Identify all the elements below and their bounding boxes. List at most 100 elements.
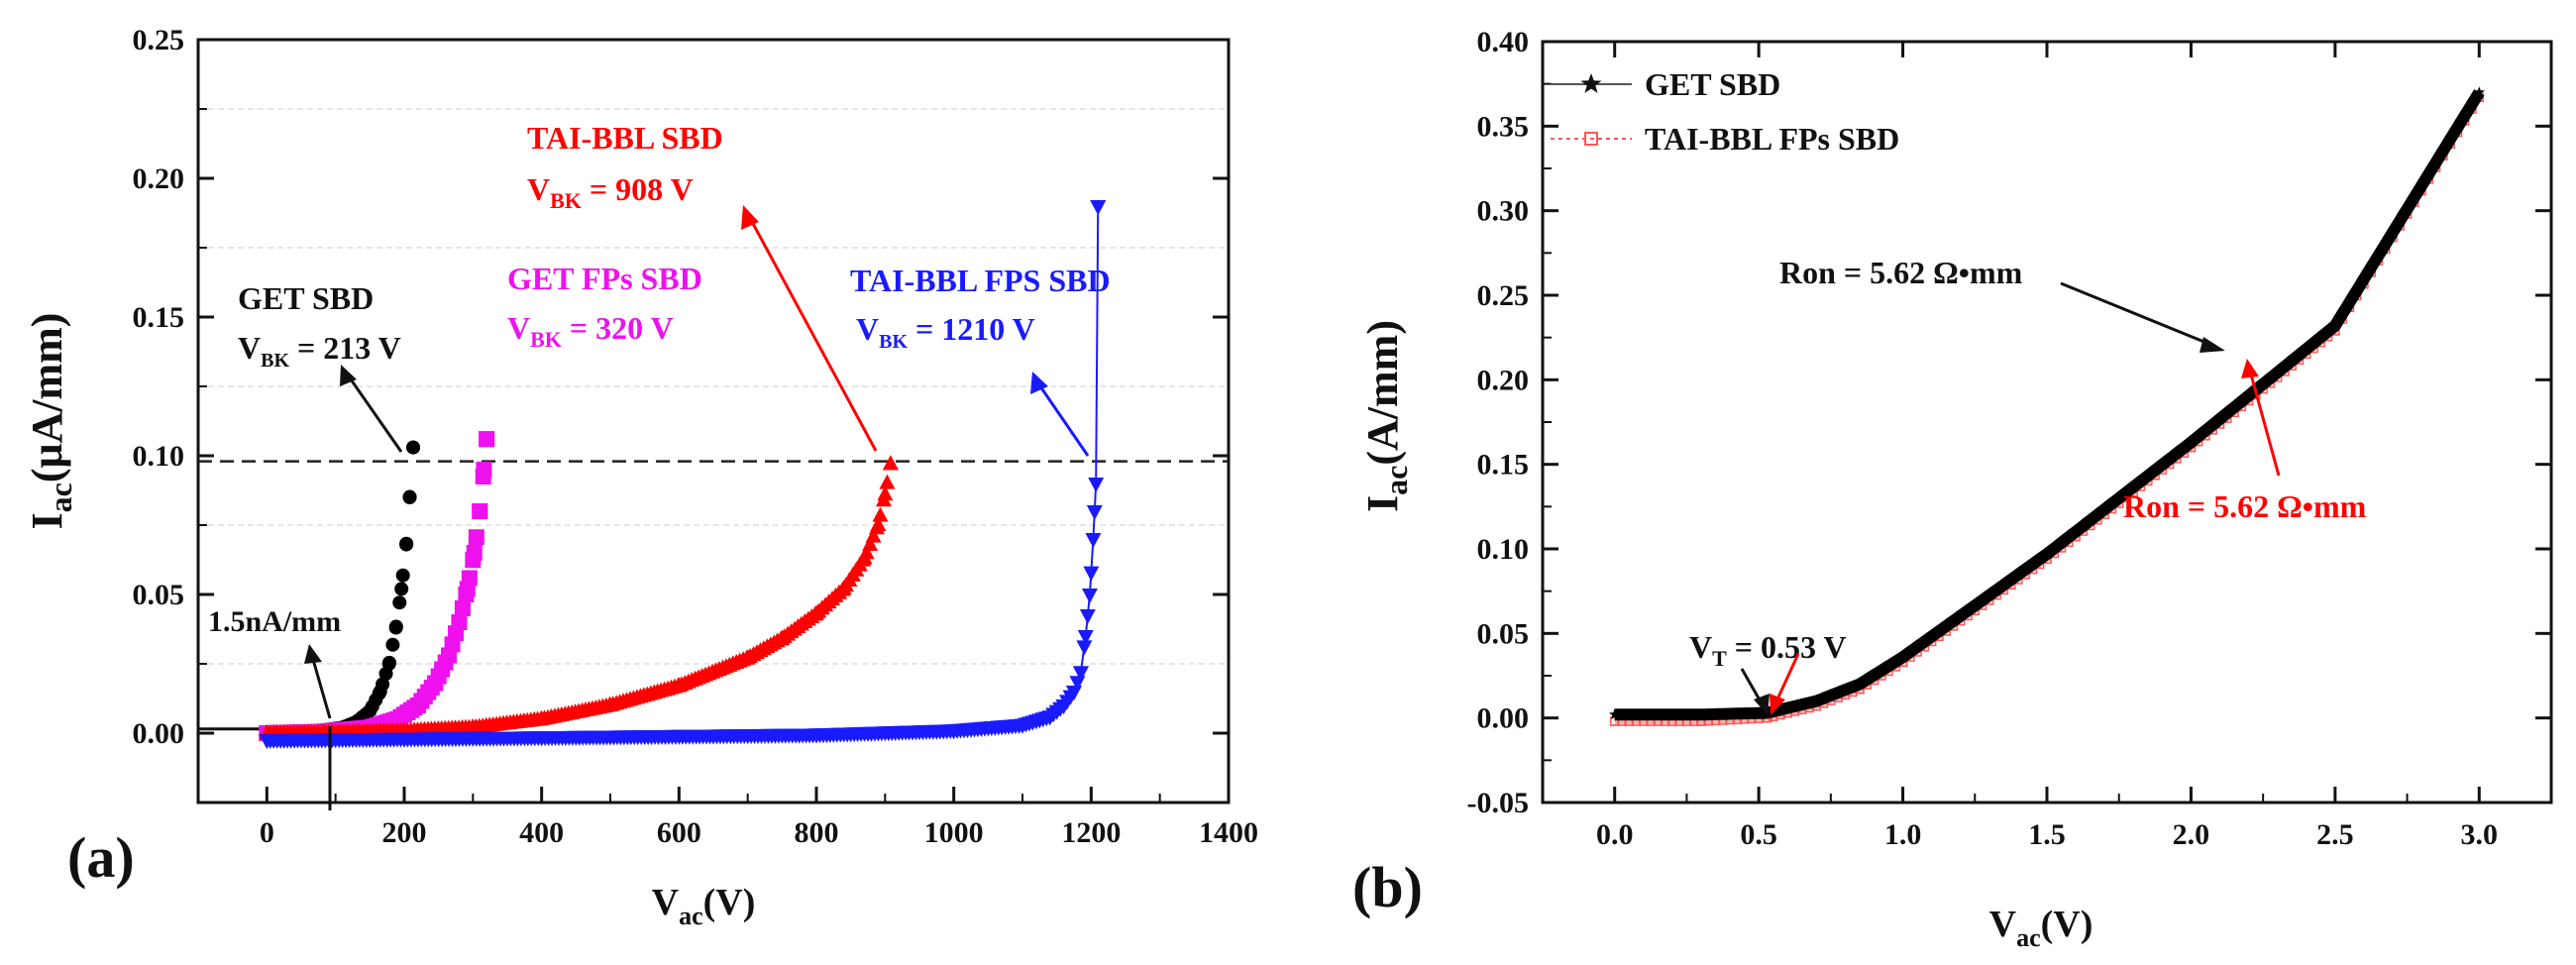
arrow-get-sbd: [347, 375, 403, 453]
x-tick-label: 600: [657, 816, 701, 849]
data-point: [1076, 640, 1093, 656]
annotation-tai-bbl-sbd-vbk: VBK = 908 V: [527, 171, 694, 213]
y-axis-label-a: Iac(μA/mm): [23, 313, 78, 530]
data-point: [1896, 651, 1909, 663]
y-tick-label: 0.20: [1477, 364, 1530, 396]
annotation-leakage-text: 1.5nA/mm: [208, 605, 341, 638]
data-point: [533, 731, 550, 747]
x-tick-label: 0.0: [1596, 818, 1634, 851]
x-tick-label: 1.5: [2028, 818, 2066, 851]
annotation-tai-bbl-fps-sbd-name: TAI-BBL FPS SBD: [850, 263, 1111, 298]
annotation-vt: VT = 0.53 V: [1689, 629, 1847, 715]
data-point: [835, 580, 852, 595]
panel-label-b: (b): [1352, 855, 1423, 919]
data-point: [1085, 533, 1102, 548]
data-point: [465, 718, 482, 734]
arrow-get-sbd-head: [340, 365, 357, 386]
data-point: [385, 637, 400, 652]
data-point: [451, 614, 468, 630]
data-point: [406, 440, 421, 455]
y-tick-label: 0.35: [1477, 110, 1530, 143]
data-point: [872, 506, 889, 522]
data-point: [2041, 548, 2053, 559]
y-tick-label: 0.25: [1477, 279, 1530, 312]
annotation-ron-black: Ron = 5.62 Ω•mm: [1779, 255, 2225, 353]
data-point: [459, 581, 476, 597]
y-tick-label: 0.05: [1477, 617, 1530, 650]
y-axis-label-b: Iac(A/mm): [1358, 320, 1414, 512]
data-point: [1072, 666, 1089, 682]
data-point: [394, 582, 409, 596]
data-point: [399, 537, 414, 552]
data-point: [472, 503, 488, 519]
annotation-tai-bbl-sbd-name: TAI-BBL SBD: [527, 120, 723, 156]
data-point: [879, 474, 896, 489]
data-point: [1088, 478, 1105, 492]
gridlines-a: [198, 108, 1229, 665]
legend-b: GET SBD TAI-BBL FPs SBD: [1551, 66, 1899, 157]
y-tick-label: 0.00: [1477, 702, 1530, 735]
data-point: [441, 647, 458, 664]
annotation-tai-bbl-fps-sbd: TAI-BBL FPS SBD VBK = 1210 V: [850, 263, 1111, 457]
legend-label-tai-bbl-fps-sbd: TAI-BBL FPs SBD: [1645, 121, 1899, 157]
data-point: [808, 728, 824, 744]
annotation-tai-bbl-fps-sbd-vbk: VBK = 1210 V: [856, 311, 1035, 353]
data-point: [259, 734, 275, 749]
data-point: [865, 527, 882, 543]
x-tick-label: 3.0: [2461, 818, 2499, 851]
arrow-tai-bbl-sbd-head: [741, 205, 759, 230]
arrow-vt-red-head: [1770, 694, 1785, 715]
arrow-leakage: [310, 655, 332, 719]
data-point: [468, 529, 484, 546]
ticks-a: 0.00 0.05 0.10 0.15 0.20 0.25 0 200 400 600 800 100…: [133, 24, 1259, 849]
data-point: [1055, 699, 1072, 714]
data-point: [392, 595, 407, 610]
data-point: [1081, 589, 1098, 603]
arrow-tai-bbl-fps-sbd-head: [1030, 372, 1048, 394]
data-point: [409, 697, 426, 713]
data-point: [882, 455, 899, 471]
y-tick-label: 0.25: [133, 24, 185, 56]
annotation-ron-black-text: Ron = 5.62 Ω•mm: [1779, 255, 2023, 290]
y-tick-label: 0.05: [133, 579, 185, 611]
data-point: [381, 657, 396, 671]
arrow-ron-red-head: [2241, 359, 2259, 378]
x-axis-label-b: Vac(V): [1989, 904, 2093, 952]
x-tick-label: 1400: [1199, 816, 1258, 849]
data-point: [388, 620, 403, 635]
y-tick-label: 0.40: [1477, 26, 1530, 58]
series-a: [198, 200, 1229, 749]
annotation-leakage: 1.5nA/mm: [208, 605, 341, 810]
x-tick-label: 800: [795, 816, 839, 849]
x-tick-label: 1200: [1061, 816, 1121, 849]
series-line: [1612, 89, 2485, 721]
data-point: [1015, 718, 1030, 734]
data-point: [479, 431, 495, 448]
arrow-ron-black-head: [2200, 337, 2225, 353]
series-get-sbd: [1609, 86, 2485, 721]
y-tick-label: 0.30: [1477, 195, 1530, 228]
arrow-tai-bbl-fps-sbd: [1038, 385, 1090, 457]
data-point: [945, 724, 962, 740]
data-point: [671, 677, 688, 693]
x-tick-label: 0.5: [1740, 818, 1777, 851]
y-tick-label: 0.00: [133, 717, 185, 750]
data-point: [862, 536, 879, 552]
arrow-vt-black: [1740, 668, 1764, 704]
data-point: [877, 485, 894, 501]
series-b: [1609, 86, 2485, 726]
arrow-vt-black-head: [1754, 694, 1770, 715]
panel-label-a: (a): [67, 825, 135, 890]
legend-marker-square-icon: [1584, 132, 1598, 146]
data-point: [870, 516, 887, 531]
y-tick-label: -0.05: [1467, 787, 1530, 819]
x-tick-label: 400: [519, 816, 564, 849]
data-point: [739, 649, 756, 665]
data-point: [363, 703, 377, 718]
x-tick-label: 200: [382, 816, 427, 849]
data-point: [671, 729, 688, 745]
series-tai-bbl-fps-sbd: [259, 200, 1107, 749]
annotation-get-fps-sbd-vbk: VBK = 320 V: [507, 310, 674, 352]
y-tick-label: 0.10: [1477, 533, 1530, 566]
